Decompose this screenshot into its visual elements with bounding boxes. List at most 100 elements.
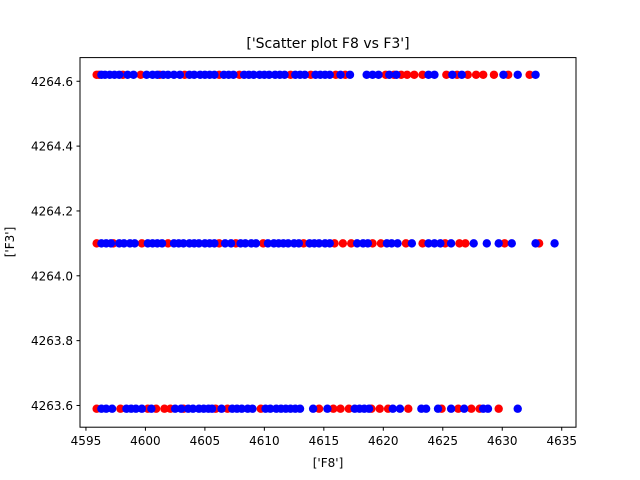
data-point [446, 239, 456, 248]
data-point [433, 404, 443, 413]
x-tick-label: 4600 [130, 434, 161, 448]
data-point [101, 404, 111, 413]
data-point [442, 70, 451, 79]
data-point [157, 239, 167, 248]
data-point [210, 239, 219, 248]
x-tick-label: 4635 [546, 434, 577, 448]
x-tick-label: 4610 [249, 434, 280, 448]
data-point [471, 70, 481, 79]
data-point [314, 239, 324, 248]
data-point [130, 239, 139, 248]
data-point [163, 70, 173, 79]
data-point [388, 404, 398, 413]
data-point [376, 239, 386, 248]
data-point [469, 239, 478, 248]
data-point [385, 70, 394, 79]
data-point [407, 239, 417, 248]
data-point [421, 404, 431, 413]
data-point [461, 239, 470, 248]
data-point [457, 70, 467, 79]
x-tick-label: 4625 [428, 434, 459, 448]
data-point [499, 70, 508, 79]
data-point [295, 404, 305, 413]
data-point [147, 404, 156, 413]
chart-title: ['Scatter plot F8 vs F3'] [246, 36, 409, 52]
data-point [463, 70, 472, 79]
data-point [531, 239, 540, 248]
data-point [220, 239, 230, 248]
data-point [176, 404, 186, 413]
y-tick-label: 4263.8 [31, 334, 73, 348]
data-point [179, 239, 188, 248]
data-point [459, 404, 469, 413]
data-point [368, 70, 377, 79]
data-point [430, 239, 439, 248]
data-point [336, 404, 345, 413]
data-point [136, 70, 145, 79]
data-point [294, 239, 304, 248]
data-point [489, 70, 499, 79]
data-point [194, 239, 204, 248]
x-axis-label: ['F8'] [313, 456, 344, 470]
data-point [454, 404, 463, 413]
data-point [249, 70, 258, 79]
data-point [251, 239, 261, 248]
y-tick-label: 4264.6 [31, 75, 73, 89]
data-point [106, 239, 116, 248]
data-point [395, 404, 405, 413]
data-point [207, 404, 217, 413]
data-point [513, 70, 522, 79]
data-point [500, 239, 509, 248]
data-point [424, 70, 433, 79]
data-point [210, 70, 219, 79]
points-layer [92, 70, 559, 413]
data-point [424, 239, 433, 248]
data-point [115, 70, 124, 79]
data-point [375, 404, 384, 413]
data-point [160, 404, 169, 413]
data-point [446, 404, 456, 413]
data-point [392, 70, 401, 79]
data-point [137, 239, 147, 248]
data-point [344, 404, 354, 413]
data-point [418, 239, 427, 248]
data-point [189, 70, 199, 79]
data-point [188, 404, 198, 413]
data-point [241, 239, 250, 248]
data-point [142, 70, 151, 79]
data-point [393, 239, 402, 248]
data-point [402, 70, 412, 79]
data-point [338, 239, 348, 248]
plot-frame [79, 57, 577, 428]
x-tick-label: 4630 [487, 434, 518, 448]
data-point [266, 404, 275, 413]
y-tick-label: 4264.2 [31, 204, 73, 218]
data-point [280, 70, 289, 79]
data-point [264, 70, 274, 79]
data-point [217, 404, 226, 413]
data-point [263, 239, 273, 248]
x-tick-label: 4620 [368, 434, 399, 448]
data-point [436, 239, 445, 248]
data-point [482, 239, 491, 248]
data-point [329, 404, 338, 413]
y-axis-label: ['F3'] [3, 227, 17, 258]
data-point [404, 404, 413, 413]
data-point [374, 70, 383, 79]
x-axis: 4595 4600 4605 4610 4615 4620 4625 4630 4635 [71, 427, 577, 448]
data-point [283, 239, 293, 248]
data-point [248, 404, 257, 413]
data-point [323, 404, 332, 413]
data-point [325, 70, 334, 79]
data-point [131, 404, 141, 413]
data-point [226, 239, 236, 248]
data-point [346, 239, 356, 248]
data-point [116, 404, 125, 413]
data-point [525, 70, 534, 79]
data-point [352, 239, 362, 248]
data-point [308, 404, 318, 413]
data-point [123, 70, 132, 79]
data-point [430, 70, 439, 79]
x-tick-label: 4615 [309, 434, 340, 448]
